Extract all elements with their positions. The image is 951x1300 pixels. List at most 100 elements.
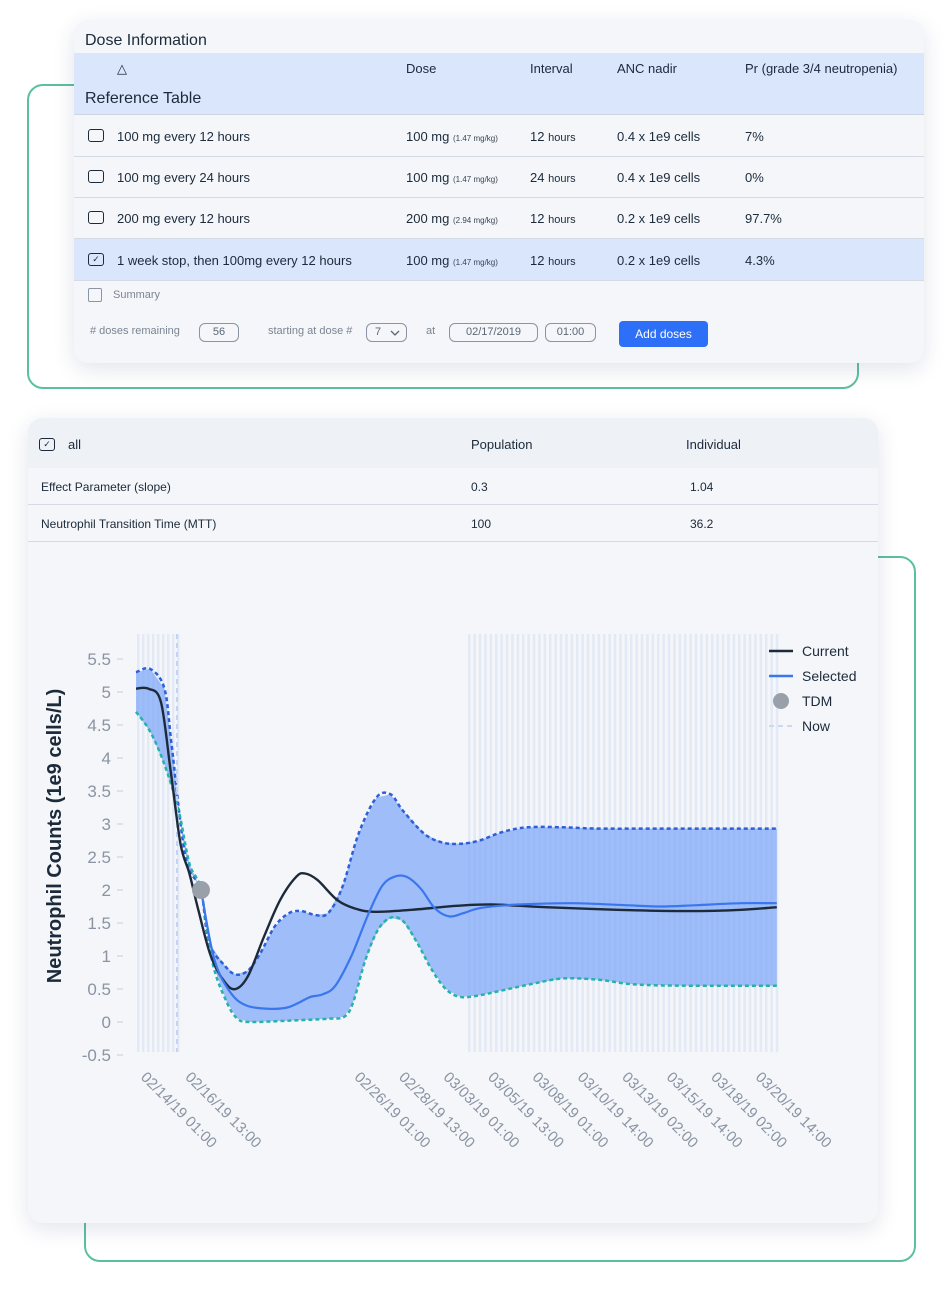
dose-row[interactable]: 100 mg every 12 hours 100 mg (1.47 mg/kg…: [74, 116, 924, 157]
dose-marker: [157, 634, 160, 1052]
selected-series-line: [199, 874, 777, 1010]
individual-value: 36.2: [690, 517, 714, 531]
legend-current-label[interactable]: Current: [802, 643, 849, 659]
y-tick-label: 3.5: [87, 782, 111, 801]
y-tick-label: 4: [102, 749, 111, 768]
checkbox[interactable]: [88, 211, 104, 224]
y-tick-label: 3: [102, 815, 111, 834]
confidence-band: [136, 668, 777, 1022]
tdm-point: [191, 881, 210, 899]
regimen-name: 100 mg every 12 hours: [117, 129, 250, 144]
dose-marker: [177, 634, 180, 1052]
population-value: 0.3: [471, 480, 488, 494]
dose-information-panel: Dose Information △ Dose Interval ANC nad…: [74, 20, 924, 363]
individual-value: 1.04: [690, 480, 714, 494]
y-tick-label: 0.5: [87, 980, 111, 999]
starting-dose-select[interactable]: 7: [366, 323, 407, 342]
header-anc-nadir[interactable]: ANC nadir: [617, 61, 677, 76]
x-tick-label: 03/10/19 14:00: [574, 1069, 657, 1152]
anc-nadir-value: 0.2 x 1e9 cells: [617, 211, 701, 226]
x-tick-label: 03/03/19 01:00: [440, 1069, 523, 1152]
header-dose[interactable]: Dose: [406, 61, 437, 76]
add-doses-button[interactable]: Add doses: [619, 321, 708, 347]
dose-marker: [147, 634, 150, 1052]
regimen-name: 200 mg every 12 hours: [117, 211, 250, 226]
reference-table-header: Reference Table: [74, 83, 924, 115]
starting-at-label: starting at dose #: [268, 325, 353, 337]
pr-value: 7%: [745, 129, 764, 144]
y-tick-label: 1.5: [87, 914, 111, 933]
checkbox[interactable]: [88, 129, 104, 142]
effect-parameters-panel: 5.5 5 4.5 4 3.5 3 2.5 2 1.5 1 0.5 0 -0.5 02/14/19 01…: [28, 418, 878, 1223]
y-tick-label: 5.5: [87, 650, 111, 669]
effect-table-header: ✓ all Population Individual: [28, 418, 878, 468]
dose-marker: [142, 634, 145, 1052]
tdm-points: [191, 881, 210, 899]
pr-value: 97.7%: [745, 211, 782, 226]
x-tick-label: 02/26/19 01:00: [351, 1069, 434, 1152]
anc-nadir-value: 0.4 x 1e9 cells: [617, 129, 701, 144]
time-input[interactable]: 01:00: [545, 323, 596, 342]
anc-nadir-value: 0.4 x 1e9 cells: [617, 170, 701, 185]
dose-value: 100 mg (1.47 mg/kg): [406, 253, 498, 268]
header-pr-neutropenia[interactable]: Pr (grade 3/4 neutropenia): [745, 61, 898, 76]
neutrophil-chart: 5.5 5 4.5 4 3.5 3 2.5 2 1.5 1 0.5 0 -0.5 02/14/19 01…: [44, 634, 856, 1152]
legend-now-label[interactable]: Now: [802, 718, 831, 734]
band-upper-dashed-line: [135, 666, 777, 976]
reference-table-title: Reference Table: [85, 90, 202, 107]
population-value: 100: [471, 517, 492, 531]
y-tick-label: 1: [102, 947, 111, 966]
pr-value: 4.3%: [745, 253, 775, 268]
y-tick-label: 4.5: [87, 716, 111, 735]
x-tick-label: 03/15/19 14:00: [663, 1069, 746, 1152]
y-tick-label: 2.5: [87, 848, 111, 867]
x-tick-label: 02/16/19 13:00: [182, 1069, 265, 1152]
header-individual: Individual: [686, 437, 741, 452]
chevron-down-icon: [390, 330, 400, 336]
triangle-up-icon[interactable]: △: [117, 61, 127, 76]
dose-marker: [167, 634, 170, 1052]
legend-selected-label[interactable]: Selected: [802, 668, 856, 684]
current-series-line: [135, 686, 777, 991]
dose-value: 200 mg (2.94 mg/kg): [406, 211, 498, 226]
dose-table-header: △ Dose Interval ANC nadir Pr (grade 3/4 …: [74, 53, 924, 83]
checkbox-checked[interactable]: ✓: [88, 253, 104, 266]
dose-row[interactable]: 200 mg every 12 hours 200 mg (2.94 mg/kg…: [74, 198, 924, 239]
dose-value: 100 mg (1.47 mg/kg): [406, 170, 498, 185]
dose-marker: [172, 634, 175, 1052]
date-input[interactable]: 02/17/2019: [449, 323, 538, 342]
checkbox[interactable]: [88, 170, 104, 183]
parameter-name: Neutrophil Transition Time (MTT): [41, 517, 217, 531]
x-tick-label: 02/28/19 13:00: [395, 1069, 478, 1152]
x-tick-label: 03/20/19 14:00: [752, 1069, 835, 1152]
y-tick-label: 0: [102, 1013, 111, 1032]
y-tick-label: 5: [102, 683, 111, 702]
starting-dose-value: 7: [375, 326, 382, 338]
dose-information-title: Dose Information: [85, 32, 207, 49]
x-tick-label: 03/18/19 02:00: [707, 1069, 790, 1152]
y-axis-label: Neutrophil Counts (1e9 cells/L): [44, 689, 66, 983]
dose-marker: [152, 634, 155, 1052]
all-label: all: [68, 437, 82, 452]
x-tick-label: 03/13/19 02:00: [618, 1069, 701, 1152]
dose-row[interactable]: 100 mg every 24 hours 100 mg (1.47 mg/kg…: [74, 157, 924, 198]
at-label: at: [426, 325, 436, 337]
dose-row-selected[interactable]: ✓ 1 week stop, then 100mg every 12 hours…: [74, 239, 924, 281]
y-tick-label: 2: [102, 881, 111, 900]
interval-value: 24 hours: [530, 170, 576, 185]
x-tick-label: 02/14/19 01:00: [137, 1069, 220, 1152]
header-interval[interactable]: Interval: [530, 61, 573, 76]
legend-tdm-swatch: [773, 693, 789, 709]
x-tick-label: 03/05/19 13:00: [484, 1069, 567, 1152]
checkbox-checked[interactable]: ✓: [39, 438, 55, 451]
parameter-row: Neutrophil Transition Time (MTT) 100 36.…: [28, 505, 878, 542]
parameter-row: Effect Parameter (slope) 0.3 1.04: [28, 468, 878, 505]
interval-value: 12 hours: [530, 253, 576, 268]
dose-marker: [162, 634, 165, 1052]
y-tick-label: -0.5: [82, 1046, 111, 1065]
anc-nadir-value: 0.2 x 1e9 cells: [617, 253, 701, 268]
regimen-name: 100 mg every 24 hours: [117, 170, 250, 185]
doses-remaining-input[interactable]: 56: [199, 323, 239, 342]
legend-tdm-label[interactable]: TDM: [802, 693, 832, 709]
